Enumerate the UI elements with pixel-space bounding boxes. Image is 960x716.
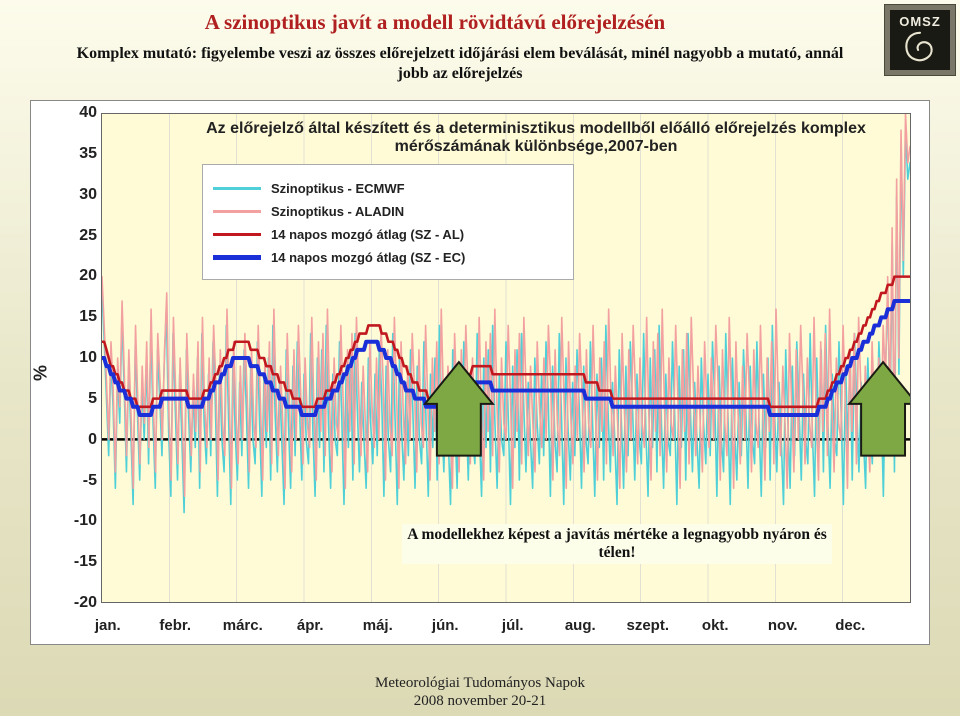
x-tick: ápr. [297,617,324,634]
y-tick: 10 [67,349,97,367]
footer: Meteorológiai Tudományos Napok 2008 nove… [0,674,960,710]
x-tick: márc. [223,617,263,634]
x-tick: jún. [432,617,459,634]
legend-label: 14 napos mozgó átlag (SZ - AL) [271,227,464,242]
chart-container: % Az előrejelző által készített és a det… [30,100,930,645]
legend-box: Szinoptikus - ECMWF Szinoptikus - ALADIN… [202,164,574,280]
legend-swatch [213,210,261,212]
y-tick: 5 [67,390,97,408]
legend-label: Szinoptikus - ALADIN [271,204,404,219]
footer-line2: 2008 november 20-21 [414,693,546,709]
y-tick: 15 [67,308,97,326]
x-tick: szept. [626,617,669,634]
y-tick: 0 [67,431,97,449]
legend-item: 14 napos mozgó átlag (SZ - AL) [213,227,563,242]
legend-item: Szinoptikus - ECMWF [213,181,563,196]
slide-root: OMSZ A szinoptikus javít a modell rövidt… [0,0,960,716]
plot-area: Az előrejelző által készített és a deter… [101,113,911,603]
y-axis-label: % [31,364,52,380]
legend-swatch [213,255,261,260]
legend-item: Szinoptikus - ALADIN [213,204,563,219]
omsz-logo: OMSZ [884,4,956,76]
legend-label: Szinoptikus - ECMWF [271,181,405,196]
x-tick: jan. [95,617,121,634]
footer-line1: Meteorológiai Tudományos Napok [375,675,585,691]
x-tick: júl. [502,617,524,634]
legend-label: 14 napos mozgó átlag (SZ - EC) [271,250,465,265]
x-tick: okt. [702,617,729,634]
slide-subtitle: Komplex mutató: figyelembe veszi az össz… [60,44,860,84]
y-tick: -10 [67,512,97,530]
chart-title: Az előrejelző által készített és a deter… [182,120,890,156]
legend-item: 14 napos mozgó átlag (SZ - EC) [213,250,563,265]
chart-annotation: A modellekhez képest a javítás mértéke a… [402,524,832,564]
y-tick: 25 [67,227,97,245]
x-tick: nov. [768,617,798,634]
legend-swatch [213,187,261,189]
x-tick: máj. [363,617,393,634]
swirl-icon [901,29,939,67]
y-tick: -20 [67,594,97,612]
legend-swatch [213,233,261,237]
slide-title: A szinoptikus javít a modell rövidtávú e… [0,10,870,35]
x-tick: aug. [565,617,596,634]
x-tick: dec. [835,617,865,634]
y-tick: 20 [67,267,97,285]
y-tick: -15 [67,553,97,571]
y-tick: 30 [67,186,97,204]
y-tick: 35 [67,145,97,163]
x-tick: febr. [159,617,191,634]
y-tick: -5 [67,472,97,490]
logo-text: OMSZ [899,14,941,29]
y-tick: 40 [67,104,97,122]
